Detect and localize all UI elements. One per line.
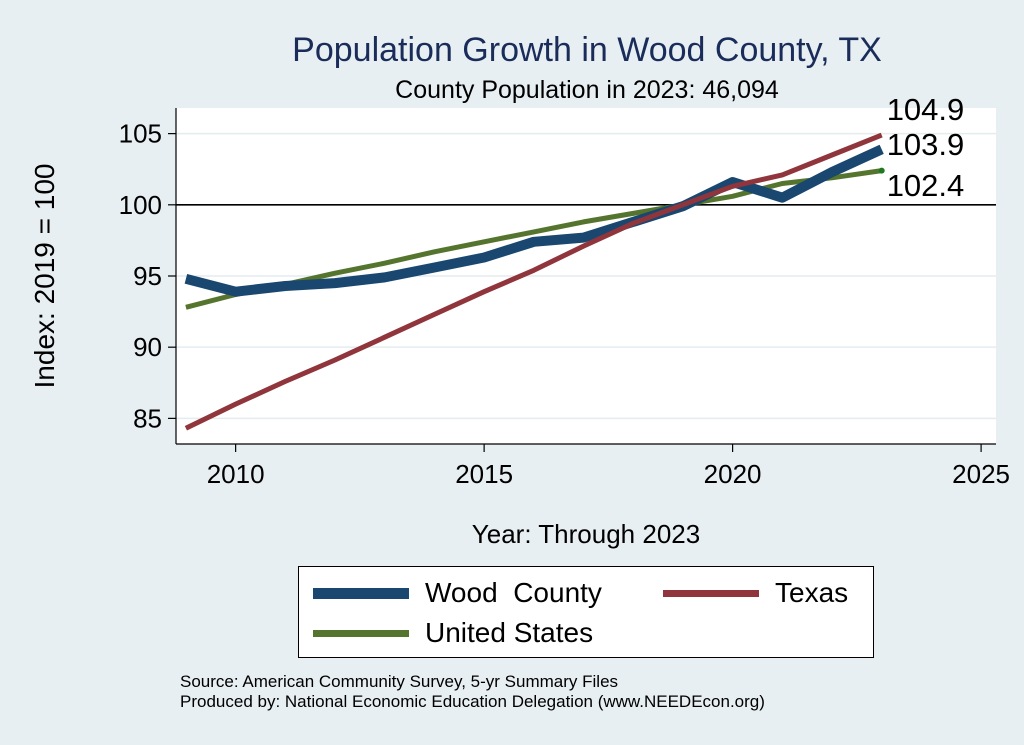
y-tick-label-85: 85: [133, 403, 162, 433]
legend-label-wood-county: Wood County: [425, 577, 602, 608]
chart-subtitle: County Population in 2023: 46,094: [395, 76, 779, 104]
source-note: Source: American Community Survey, 5-yr …: [180, 672, 765, 712]
end-label-wood-county: 103.9: [887, 127, 965, 162]
producer-line: Produced by: National Economic Education…: [180, 692, 765, 711]
x-tick-label-2015: 2015: [455, 459, 513, 489]
y-axis-label: Index: 2019 = 100: [29, 164, 60, 389]
legend-item-united-states: United States: [313, 617, 593, 649]
legend-item-texas: Texas: [663, 577, 848, 609]
legend-swatch-wood-county: [313, 587, 409, 599]
series-line-wood-county: [184, 144, 884, 297]
y-tick-label-90: 90: [133, 332, 162, 362]
y-tick-label-105: 105: [119, 119, 162, 149]
series-lines: [184, 132, 885, 431]
source-line: Source: American Community Survey, 5-yr …: [180, 672, 619, 691]
x-tick-label-2010: 2010: [207, 459, 265, 489]
legend: Wood County Texas United States: [298, 566, 874, 658]
x-tick-label-2020: 2020: [704, 459, 762, 489]
chart-title: Population Growth in Wood County, TX: [292, 31, 882, 69]
legend-item-wood-county: Wood County: [313, 577, 602, 609]
y-tick-label-100: 100: [119, 190, 162, 220]
axes: 85 90 95 100 105 2010 2015 2020 2025: [119, 108, 1010, 489]
endpoint-marker-united-states: [878, 167, 885, 174]
x-tick-label-2025: 2025: [952, 459, 1010, 489]
series-line-texas: [184, 132, 883, 431]
end-label-united-states: 102.4: [887, 168, 965, 203]
legend-swatch-united-states: [313, 629, 409, 637]
legend-label-texas: Texas: [775, 577, 849, 608]
x-axis-label: Year: Through 2023: [472, 519, 700, 549]
end-label-texas: 104.9: [887, 92, 965, 127]
y-tick-label-95: 95: [133, 261, 162, 291]
legend-swatch-texas: [663, 589, 759, 597]
legend-label-united-states: United States: [425, 617, 594, 648]
